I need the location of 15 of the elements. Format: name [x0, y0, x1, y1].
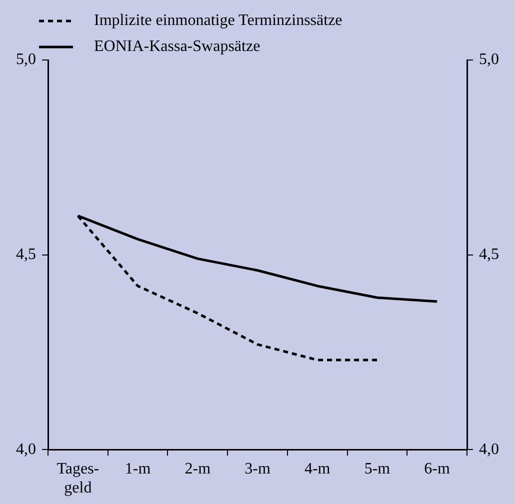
- y2-tick-label: 5,0: [479, 51, 499, 68]
- y2-tick-label: 4,0: [479, 440, 499, 458]
- x-tick-label: 2-m: [184, 460, 212, 478]
- x-tick-label: 6-m: [424, 460, 451, 478]
- x-tick-label: 5-m: [364, 460, 391, 478]
- x-tick-label: 4-m: [304, 460, 331, 478]
- y-tick-label: 5,0: [16, 51, 36, 68]
- y-tick-label: 4,5: [16, 246, 36, 264]
- x-tick-label: Tages- geld: [56, 460, 100, 497]
- y2-tick-label: 4,5: [479, 246, 499, 264]
- legend-label: EONIA-Kassa-Swapsätze: [94, 38, 260, 56]
- x-tick-label: 1-m: [124, 460, 152, 478]
- legend-label: Implizite einmonatige Terminzinssätze: [94, 12, 342, 30]
- x-tick-label: 3-m: [244, 460, 271, 478]
- y-tick-label: 4,0: [16, 440, 36, 458]
